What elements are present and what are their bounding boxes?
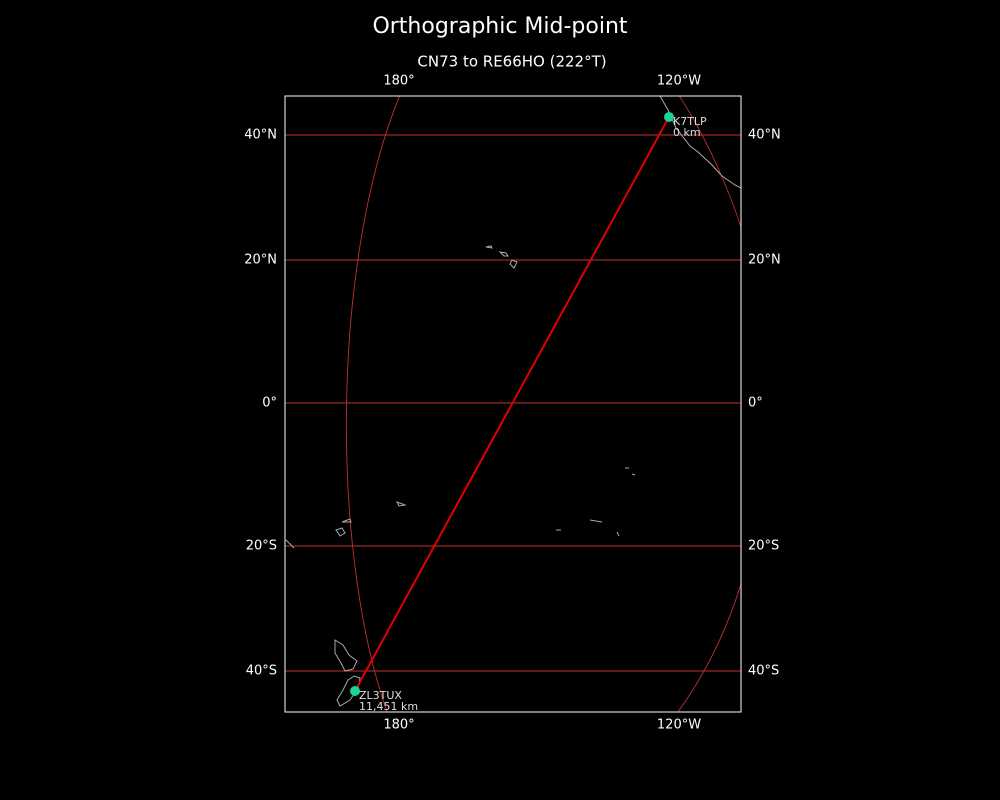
latitude-label: 20°S <box>246 539 277 554</box>
station-call: ZL3TUX <box>359 689 402 702</box>
latitude-label: 0° <box>748 396 763 411</box>
latitude-label: 40°S <box>748 664 779 679</box>
coastline <box>334 639 361 707</box>
station-marker <box>664 112 674 122</box>
coastline <box>285 467 636 549</box>
latitude-label: 40°N <box>244 128 277 143</box>
latitude-label: 20°N <box>244 253 277 268</box>
station-distance: 0 km <box>673 126 701 139</box>
latitude-label: 0° <box>262 396 277 411</box>
latitude-label: 40°S <box>246 664 277 679</box>
latitude-label: 20°S <box>748 539 779 554</box>
map-title: Orthographic Mid-point <box>372 14 627 39</box>
map-frame <box>284 95 742 713</box>
latitude-label: 40°N <box>748 128 781 143</box>
longitude-label: 120°W <box>657 718 701 733</box>
map-area <box>285 96 741 712</box>
coastline <box>485 245 518 269</box>
latitude-label: 20°N <box>748 253 781 268</box>
map-subtitle: CN73 to RE66HO (222°T) <box>417 53 606 71</box>
station-distance: 11,451 km <box>359 700 418 713</box>
graticule-labels: 180° 180° 120°W 120°W 40°N 40°N 20°N 20°N 0° 0° 20… <box>244 74 781 733</box>
longitude-label: 180° <box>383 718 414 733</box>
longitude-label: 180° <box>383 74 414 89</box>
great-circle-path <box>354 116 670 692</box>
meridian <box>677 96 741 712</box>
station-marker <box>350 686 360 696</box>
meridian <box>345 96 401 712</box>
station-call: K7TLP <box>673 115 707 128</box>
longitude-label: 120°W <box>657 74 701 89</box>
